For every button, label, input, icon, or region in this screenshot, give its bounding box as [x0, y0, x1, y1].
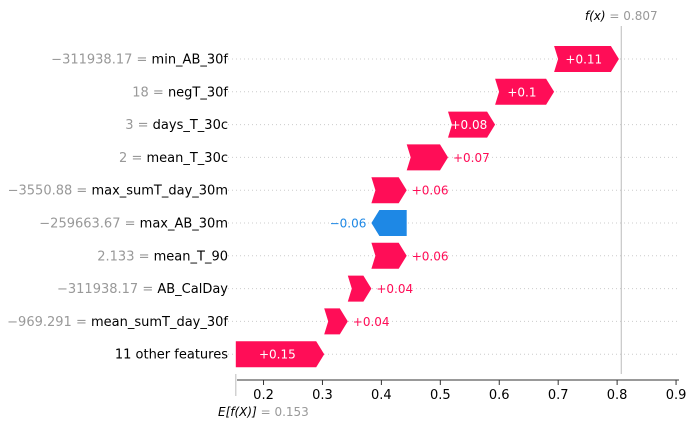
positive-bar [495, 78, 555, 105]
feature-label: −969.291 = mean_sumT_day_30f [7, 315, 228, 330]
feature-eq: = [134, 249, 153, 264]
x-tick-label: 0.6 [489, 388, 510, 403]
feature-labels: −311938.17 = min_AB_30f 18 = negT_30f 3 = … [7, 53, 228, 363]
feature-eq: = [72, 315, 91, 330]
feature-eq: = [120, 217, 139, 232]
feature-eq: = [134, 118, 153, 133]
x-tick-label: 0.5 [430, 388, 451, 403]
contribution-label: +0.1 [507, 85, 536, 99]
feature-name: min_AB_30f [152, 53, 229, 68]
base-value-text: E[f(X)] = 0.153 [218, 405, 309, 419]
output-eq: = [606, 9, 624, 23]
contribution-label: +0.11 [565, 53, 602, 67]
feature-label: −311938.17 = min_AB_30f [51, 53, 228, 68]
feature-name: negT_30f [168, 85, 228, 100]
feature-name: max_sumT_day_30m [91, 184, 228, 199]
feature-value: 2.133 [97, 249, 134, 264]
x-tick-label: 0.2 [253, 388, 274, 403]
feature-name: mean_T_30c [147, 151, 229, 166]
feature-eq: = [72, 184, 91, 199]
x-axis: 0.2 0.3 0.4 0.5 0.6 0.7 0.8 0.9 [237, 379, 687, 403]
x-tick-label: 0.9 [666, 388, 687, 403]
contribution-label: +0.06 [412, 249, 449, 263]
feature-value: −259663.67 [39, 217, 120, 232]
feature-label: 3 = days_T_30c [125, 118, 228, 133]
base-value: 0.153 [274, 405, 308, 419]
positive-bar [406, 144, 448, 171]
positive-bar [371, 242, 407, 269]
feature-name: mean_T_90 [154, 249, 228, 264]
feature-label: 18 = negT_30f [132, 85, 228, 100]
feature-name: AB_CalDay [157, 282, 228, 297]
feature-eq: = [132, 53, 151, 68]
output-value: 0.807 [623, 9, 657, 23]
positive-bar [235, 341, 325, 368]
positive-bar [554, 46, 619, 72]
feature-eq: = [127, 151, 146, 166]
feature-value: 2 [119, 151, 127, 166]
feature-value: −311938.17 [57, 282, 138, 297]
contribution-label: +0.04 [376, 282, 413, 296]
contribution-label: +0.07 [453, 151, 490, 165]
feature-value: −3550.88 [8, 184, 73, 199]
contribution-label: +0.06 [412, 184, 449, 198]
output-label: f(x) [585, 9, 606, 23]
x-tick-label: 0.3 [312, 388, 333, 403]
contribution-label: +0.08 [450, 118, 487, 132]
feature-eq: = [149, 85, 168, 100]
feature-label: 11 other features [115, 348, 228, 363]
feature-eq: = [138, 282, 157, 297]
grid-lines [228, 58, 679, 355]
base-eq: = [257, 405, 275, 419]
positive-bar [371, 177, 407, 204]
feature-name: days_T_30c [153, 118, 228, 133]
bars: +0.11 +0.1 +0.08 +0.07 +0.06 −0.06 +0.06 +0.04 +… [235, 46, 619, 368]
feature-name: mean_sumT_day_30f [91, 315, 228, 330]
x-tick-label: 0.8 [607, 388, 628, 403]
contribution-label: +0.04 [353, 315, 390, 329]
feature-label: −259663.67 = max_AB_30m [39, 217, 228, 232]
feature-name: max_AB_30m [140, 217, 228, 232]
feature-value: 18 [132, 85, 149, 100]
contribution-label: −0.06 [330, 217, 367, 231]
feature-label: −3550.88 = max_sumT_day_30m [8, 184, 228, 199]
feature-label: −311938.17 = AB_CalDay [57, 282, 228, 297]
x-tick-label: 0.7 [548, 388, 569, 403]
negative-bar [371, 210, 407, 236]
feature-name: 11 other features [115, 348, 228, 363]
x-tick-label: 0.4 [371, 388, 392, 403]
base-label: E[f(X)] [218, 405, 257, 419]
feature-label: 2 = mean_T_30c [119, 151, 228, 166]
feature-value: −969.291 [7, 315, 72, 330]
feature-label: 2.133 = mean_T_90 [97, 249, 228, 264]
feature-value: 3 [125, 118, 133, 133]
positive-bar [324, 308, 348, 335]
contribution-label: +0.15 [259, 348, 296, 362]
positive-bar [448, 111, 496, 138]
output-value-text: f(x) = 0.807 [585, 9, 658, 23]
feature-value: −311938.17 [51, 53, 132, 68]
positive-bar [347, 275, 372, 302]
